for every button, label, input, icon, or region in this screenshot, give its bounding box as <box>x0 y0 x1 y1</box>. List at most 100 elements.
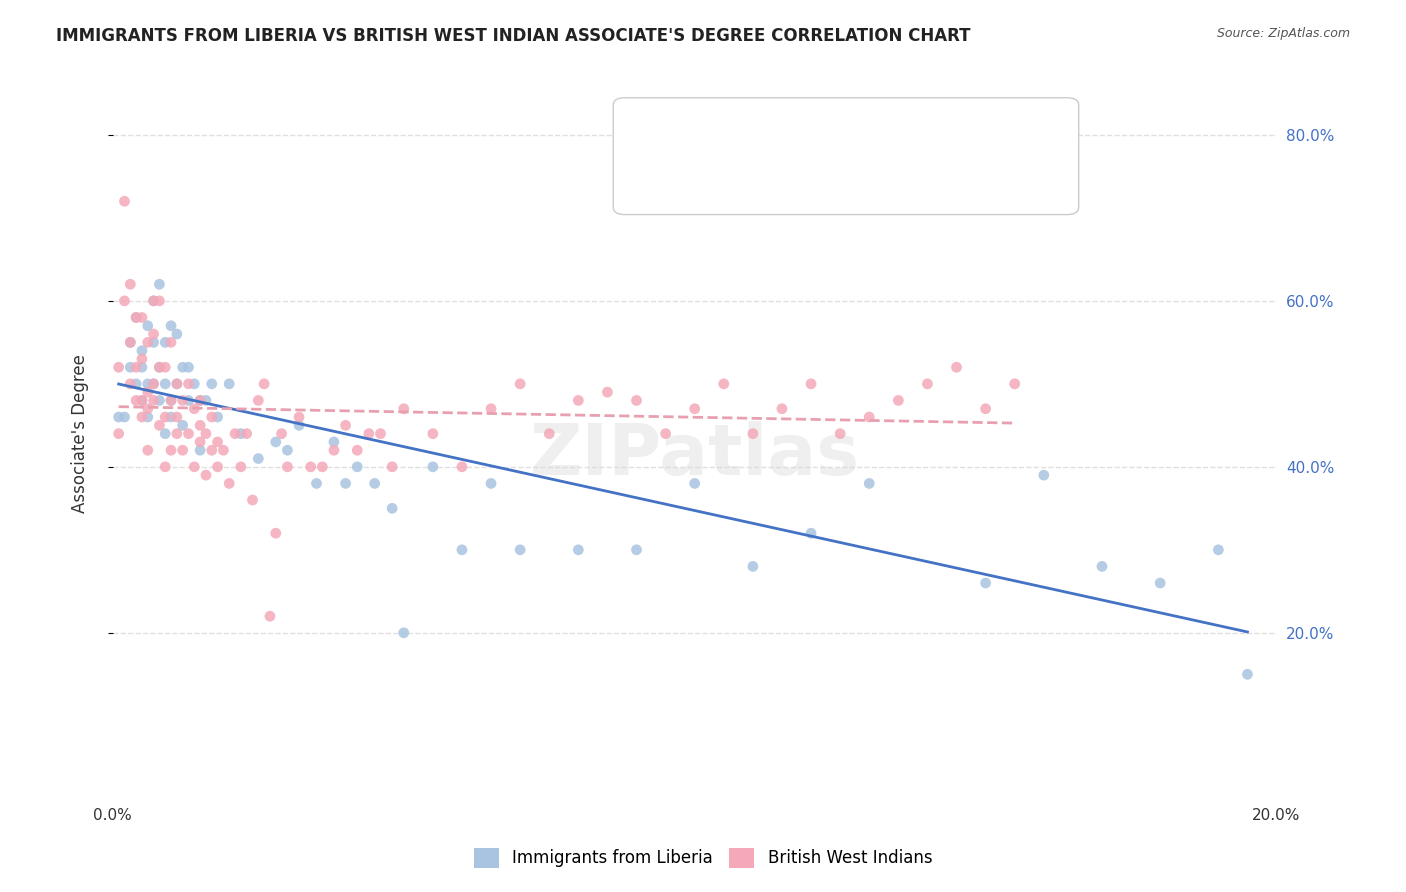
Point <box>247 393 270 408</box>
FancyBboxPatch shape <box>613 98 1078 215</box>
Point <box>177 426 200 441</box>
Point <box>131 343 153 358</box>
Point <box>270 426 292 441</box>
Point <box>194 468 217 483</box>
Point <box>370 426 392 441</box>
Point <box>136 376 159 391</box>
Point <box>177 393 200 408</box>
Point <box>160 318 183 333</box>
Point <box>858 476 880 491</box>
Point <box>120 335 142 350</box>
Point <box>346 459 368 474</box>
Point <box>1149 576 1171 591</box>
Point <box>858 410 880 425</box>
Point <box>183 376 205 391</box>
Point <box>229 426 252 441</box>
Point <box>800 376 823 391</box>
Point <box>509 542 531 557</box>
Point <box>148 360 170 375</box>
Point <box>188 393 211 408</box>
Legend: Immigrants from Liberia, British West Indians: Immigrants from Liberia, British West In… <box>467 841 939 875</box>
Point <box>713 376 735 391</box>
Point <box>188 393 211 408</box>
Point <box>125 393 148 408</box>
Point <box>148 393 170 408</box>
Point <box>131 410 153 425</box>
Point <box>305 476 328 491</box>
Point <box>120 376 142 391</box>
Point <box>125 310 148 325</box>
Point <box>1032 468 1054 483</box>
Point <box>188 443 211 458</box>
Point <box>188 418 211 433</box>
Point <box>125 360 148 375</box>
Point <box>136 401 159 416</box>
Point <box>114 194 136 209</box>
Point <box>335 418 357 433</box>
Text: Source: ZipAtlas.com: Source: ZipAtlas.com <box>1216 27 1350 40</box>
Point <box>142 376 165 391</box>
Point <box>264 526 287 541</box>
Point <box>131 360 153 375</box>
Point <box>259 609 281 624</box>
Y-axis label: Associate's Degree: Associate's Degree <box>72 354 89 513</box>
Point <box>974 401 997 416</box>
Point <box>567 542 589 557</box>
Point <box>155 335 177 350</box>
Point <box>166 410 188 425</box>
Point <box>357 426 380 441</box>
Point <box>392 625 415 640</box>
Point <box>207 410 229 425</box>
Point <box>451 542 474 557</box>
Point <box>1208 542 1230 557</box>
Point <box>741 559 763 574</box>
Point <box>247 451 270 466</box>
Point <box>177 376 200 391</box>
Point <box>142 293 165 308</box>
Point <box>770 401 793 416</box>
Point <box>172 393 194 408</box>
Point <box>422 426 444 441</box>
Point <box>148 293 170 308</box>
Point <box>172 418 194 433</box>
Point <box>1004 376 1026 391</box>
Point <box>114 410 136 425</box>
Point <box>160 393 183 408</box>
Text: IMMIGRANTS FROM LIBERIA VS BRITISH WEST INDIAN ASSOCIATE'S DEGREE CORRELATION CH: IMMIGRANTS FROM LIBERIA VS BRITISH WEST … <box>56 27 970 45</box>
Point <box>800 526 823 541</box>
Point <box>201 376 224 391</box>
Point <box>114 293 136 308</box>
Point <box>346 443 368 458</box>
Point <box>131 310 153 325</box>
Point <box>107 410 129 425</box>
Point <box>194 393 217 408</box>
Point <box>136 443 159 458</box>
Point <box>683 401 706 416</box>
Point <box>120 360 142 375</box>
Point <box>136 410 159 425</box>
Point <box>567 393 589 408</box>
Point <box>155 360 177 375</box>
Point <box>945 360 967 375</box>
Point <box>218 376 240 391</box>
Point <box>194 426 217 441</box>
Point <box>596 385 619 400</box>
Point <box>422 459 444 474</box>
Point <box>1091 559 1114 574</box>
Point <box>166 426 188 441</box>
Point <box>160 443 183 458</box>
Text: ZIPatlas: ZIPatlas <box>530 421 859 490</box>
Point <box>166 327 188 342</box>
Point <box>479 401 502 416</box>
Point <box>741 426 763 441</box>
Point <box>974 576 997 591</box>
Point <box>392 401 415 416</box>
Point <box>288 410 311 425</box>
Point <box>323 434 346 449</box>
Point <box>142 293 165 308</box>
Point <box>131 393 153 408</box>
Point <box>276 443 298 458</box>
Point <box>155 426 177 441</box>
Point <box>131 351 153 366</box>
Point <box>107 360 129 375</box>
